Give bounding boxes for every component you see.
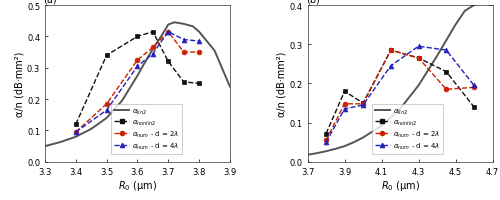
Text: (b): (b)	[306, 0, 320, 4]
Y-axis label: α/n (dB·mm²): α/n (dB·mm²)	[14, 51, 24, 117]
Y-axis label: α/n (dB·mm²): α/n (dB·mm²)	[276, 51, 286, 117]
X-axis label: $R_0$ (μm): $R_0$ (μm)	[380, 179, 420, 192]
Text: (a): (a)	[43, 0, 57, 4]
X-axis label: $R_0$ (μm): $R_0$ (μm)	[118, 179, 157, 192]
Legend: $\alpha_{lin2}$, $\alpha_{nonlin2}$, $\alpha_{num}$ - d = 2$\lambda$, $\alpha_{n: $\alpha_{lin2}$, $\alpha_{nonlin2}$, $\a…	[372, 105, 443, 154]
Legend: $\alpha_{lin2}$, $\alpha_{nonlin2}$, $\alpha_{num}$ - d = 2$\lambda$, $\alpha_{n: $\alpha_{lin2}$, $\alpha_{nonlin2}$, $\a…	[112, 105, 182, 154]
